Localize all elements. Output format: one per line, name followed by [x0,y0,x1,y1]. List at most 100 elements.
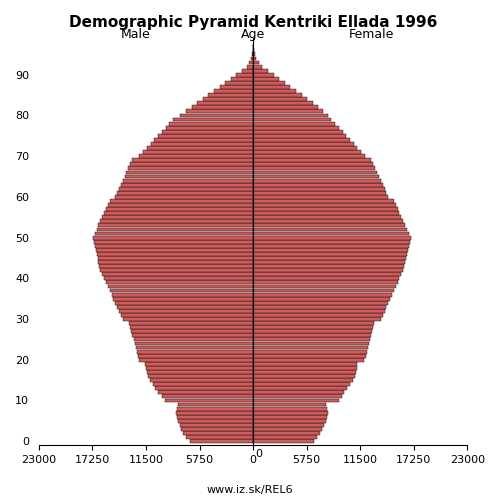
Bar [250,60,253,64]
Title: Demographic Pyramid Kentriki Ellada 1996: Demographic Pyramid Kentriki Ellada 1996 [69,15,438,30]
Bar [253,118,332,122]
Bar [253,244,408,248]
Bar [136,346,253,350]
Bar [253,130,342,134]
Bar [253,93,302,97]
Bar [95,232,253,235]
Text: Age: Age [241,28,266,41]
Bar [96,228,253,232]
Bar [122,178,253,182]
Bar [197,102,253,105]
Bar [253,394,342,398]
Bar [253,142,354,146]
Bar [164,398,253,402]
Bar [253,199,394,203]
Bar [94,240,253,244]
Bar [214,89,253,93]
Bar [253,183,382,186]
Bar [98,256,253,260]
Bar [253,138,350,142]
Bar [180,423,253,427]
Bar [253,435,318,439]
Bar [208,93,253,97]
Bar [140,154,253,158]
Bar [124,174,253,178]
Bar [253,106,318,110]
Bar [96,252,253,256]
Bar [135,342,253,345]
Bar [231,77,253,81]
Bar [253,284,396,288]
Bar [253,280,398,284]
Bar [253,240,410,244]
Bar [253,114,328,117]
Bar [253,398,339,402]
Bar [176,411,253,414]
Bar [140,358,253,362]
Text: Male: Male [120,28,150,41]
Bar [253,232,408,235]
Bar [253,382,350,386]
Bar [182,427,253,431]
Bar [253,431,320,435]
Bar [186,435,253,439]
Bar [93,236,253,240]
Bar [146,366,253,370]
Bar [132,158,253,162]
Bar [122,317,253,321]
Bar [253,342,368,345]
Bar [117,191,253,195]
Bar [100,268,253,272]
Bar [253,216,402,219]
Bar [186,110,253,114]
Bar [220,85,253,89]
Bar [253,260,405,264]
Bar [253,203,396,207]
Bar [114,297,253,300]
Bar [253,366,356,370]
Bar [253,256,406,260]
Bar [253,56,256,60]
Bar [110,288,253,292]
Bar [119,309,253,313]
Bar [158,390,253,394]
Bar [253,276,400,280]
Bar [253,220,403,224]
Bar [130,162,253,166]
Bar [138,354,253,358]
Bar [253,358,364,362]
Bar [253,146,358,150]
Bar [253,374,354,378]
Bar [236,73,253,76]
Bar [253,228,407,232]
Bar [121,313,253,317]
Bar [253,191,386,195]
Bar [253,126,339,130]
Bar [102,272,253,276]
Bar [253,248,408,252]
Bar [192,106,253,110]
Bar [253,440,314,443]
Bar [252,52,253,56]
Bar [112,292,253,296]
Bar [253,301,388,304]
Bar [176,406,253,410]
Bar [136,350,253,354]
Bar [253,89,296,93]
Bar [253,134,346,138]
Bar [253,174,379,178]
Bar [134,338,253,342]
Bar [253,187,384,190]
Bar [178,419,253,423]
Bar [253,350,367,354]
Bar [147,370,253,374]
Bar [143,150,253,154]
Bar [253,268,403,272]
Bar [253,85,290,89]
Bar [104,276,253,280]
Bar [108,284,253,288]
Bar [145,362,253,366]
Bar [253,272,402,276]
Bar [128,166,253,170]
Bar [253,158,372,162]
